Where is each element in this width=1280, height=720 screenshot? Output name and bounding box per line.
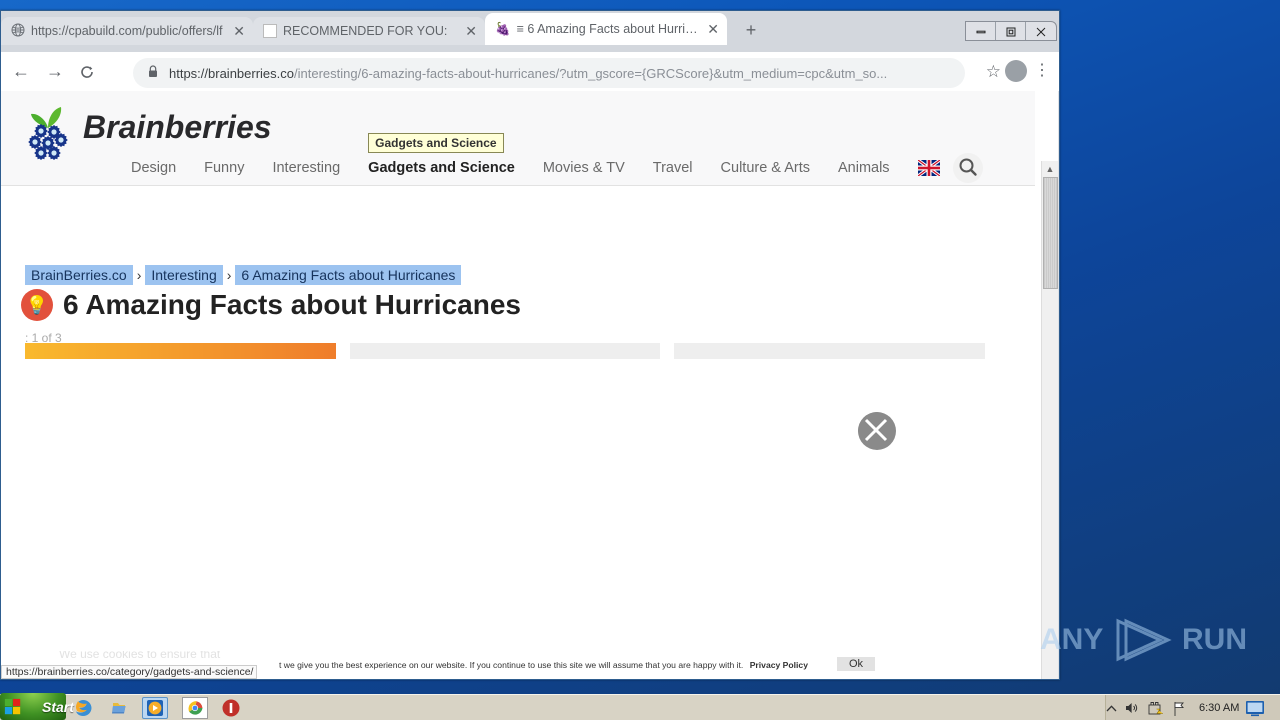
svg-text:RUN: RUN: [1182, 623, 1247, 656]
svg-text:ANY: ANY: [1040, 623, 1103, 656]
